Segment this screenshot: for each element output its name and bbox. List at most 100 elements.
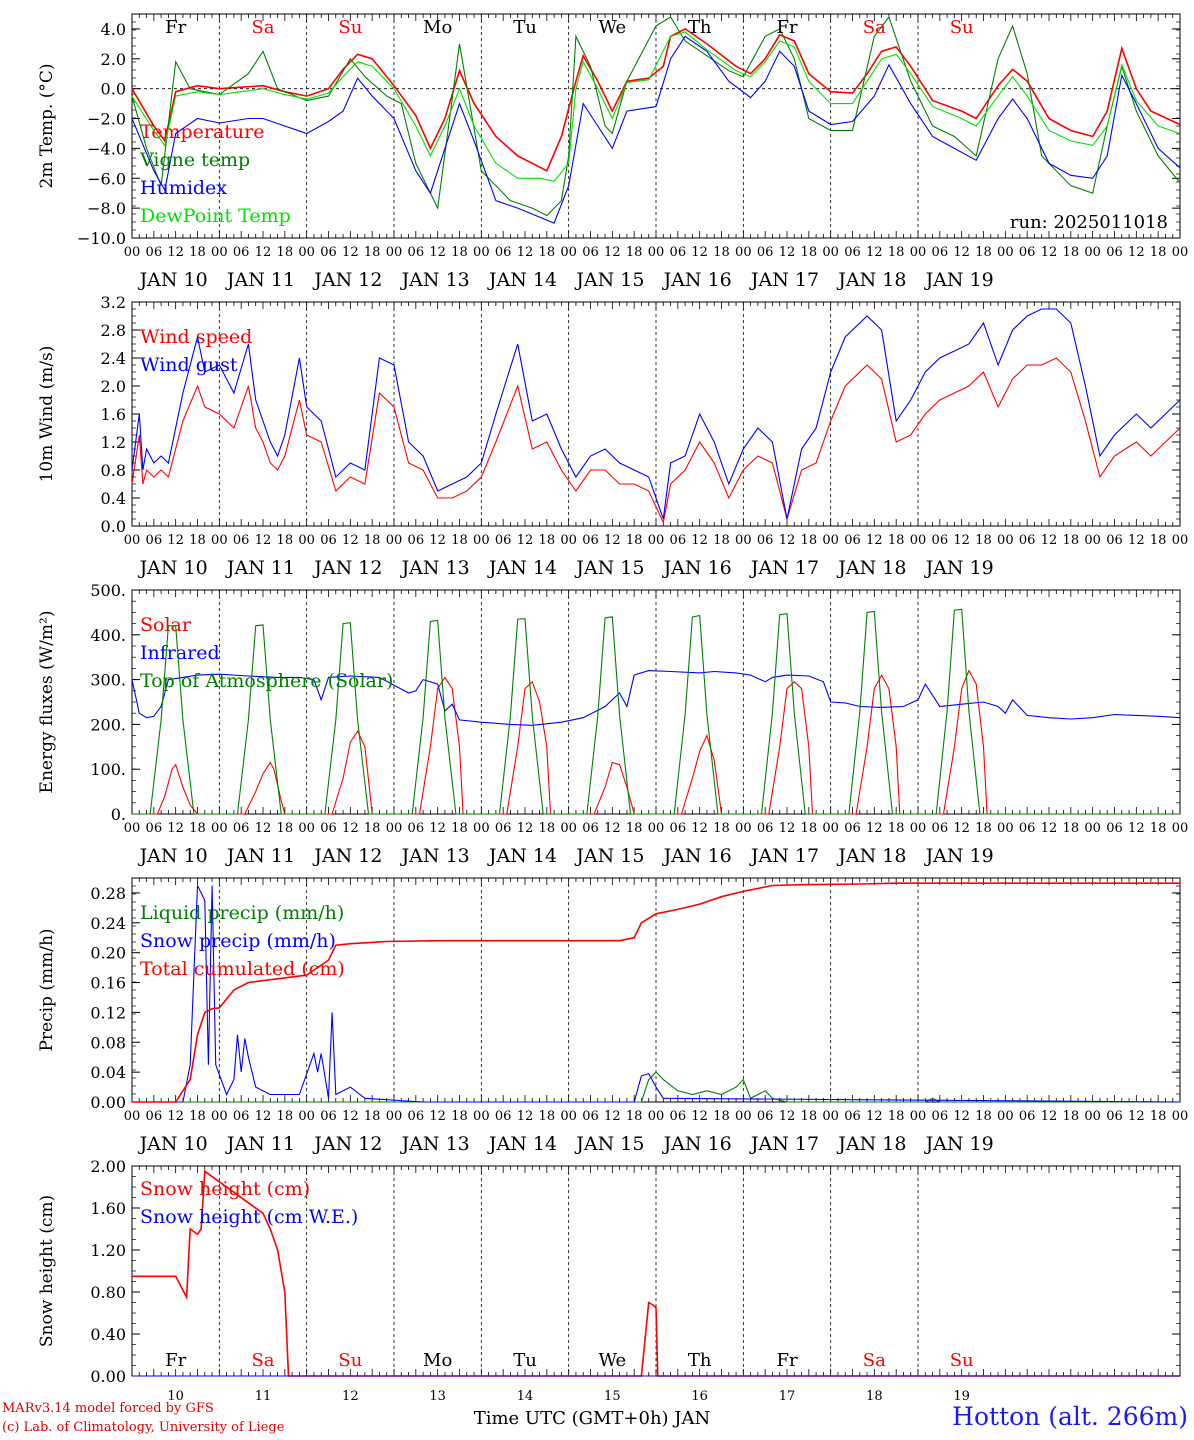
day-number: 10: [167, 1389, 184, 1404]
hour-label: 12: [517, 821, 534, 836]
hour-label: 18: [277, 533, 294, 548]
hour-label: 00: [124, 245, 141, 260]
hour-label: 00: [648, 821, 665, 836]
hour-label: 18: [626, 1109, 643, 1124]
hour-label: 00: [386, 821, 403, 836]
hour-label: 00: [735, 533, 752, 548]
y-tick-label: 1.6: [101, 405, 126, 424]
hour-label: 00: [211, 1109, 228, 1124]
hour-label: 06: [495, 1109, 512, 1124]
hour-label: 00: [822, 533, 839, 548]
day-label: JAN 19: [924, 1133, 994, 1155]
hour-label: 00: [473, 821, 490, 836]
hour-label: 00: [473, 1109, 490, 1124]
hour-label: 00: [1084, 533, 1101, 548]
legend-entry: DewPoint Temp: [140, 205, 291, 227]
day-label: JAN 14: [487, 1133, 557, 1155]
hour-label: 06: [670, 821, 687, 836]
hour-label: 18: [539, 821, 556, 836]
hour-label: 18: [277, 245, 294, 260]
hour-label: 12: [342, 821, 359, 836]
weekday-label: Su: [950, 17, 974, 38]
hour-label: 18: [713, 821, 730, 836]
hour-label: 00: [648, 533, 665, 548]
hour-label: 18: [1063, 533, 1080, 548]
hour-label: 12: [866, 245, 883, 260]
hour-label: 00: [298, 245, 315, 260]
hour-label: 00: [910, 245, 927, 260]
hour-label: 12: [1041, 821, 1058, 836]
day-label: JAN 17: [749, 845, 819, 867]
series-line: [131, 670, 1181, 726]
weekday-label: Sa: [863, 17, 886, 38]
hour-label: 18: [364, 245, 381, 260]
y-tick-label: 0.28: [90, 884, 126, 903]
legend-entry: Temperature: [140, 121, 264, 143]
hour-label: 12: [517, 245, 534, 260]
hour-label: 00: [822, 821, 839, 836]
hour-label: 00: [735, 821, 752, 836]
hour-label: 18: [277, 1109, 294, 1124]
day-number: 13: [429, 1389, 446, 1404]
hour-label: 12: [167, 1109, 184, 1124]
y-tick-label: 0.24: [90, 914, 126, 933]
day-number: 11: [255, 1389, 272, 1404]
hour-label: 18: [1150, 245, 1167, 260]
y-tick-label: 2.8: [101, 321, 126, 340]
weekday-label: Th: [688, 17, 712, 38]
series-line: [132, 608, 1180, 815]
hour-label: 00: [211, 245, 228, 260]
hour-label: 06: [757, 821, 774, 836]
hour-label: 12: [1041, 533, 1058, 548]
hour-label: 12: [1128, 821, 1145, 836]
day-number: 15: [604, 1389, 621, 1404]
hour-label: 12: [866, 1109, 883, 1124]
day-label: JAN 14: [487, 269, 557, 291]
hour-label: 18: [539, 245, 556, 260]
y-axis-label: Energy fluxes (W/m²): [37, 611, 57, 794]
run-annotation: run: 2025011018: [1010, 212, 1168, 233]
y-tick-label: 2.0: [101, 377, 126, 396]
hour-label: 12: [779, 533, 796, 548]
series-line: [131, 357, 1181, 525]
hour-label: 12: [866, 821, 883, 836]
day-label: JAN 16: [662, 269, 732, 291]
day-label: JAN 18: [836, 845, 906, 867]
day-number: 16: [691, 1389, 708, 1404]
y-tick-label: 300.: [90, 671, 126, 690]
hour-label: 18: [713, 533, 730, 548]
hour-label: 00: [735, 245, 752, 260]
hour-label: 00: [997, 533, 1014, 548]
hour-label: 06: [582, 1109, 599, 1124]
hour-label: 18: [975, 1109, 992, 1124]
hour-label: 00: [1172, 533, 1189, 548]
weekday-label: Su: [950, 1350, 974, 1371]
legend-entry: Infrared: [140, 642, 220, 664]
y-tick-label: 0.0: [101, 517, 126, 536]
hour-label: 18: [451, 245, 468, 260]
hour-label: 00: [560, 1109, 577, 1124]
hour-label: 12: [866, 533, 883, 548]
series-line: [132, 885, 1181, 1103]
weekday-label: We: [598, 17, 626, 38]
weekday-label: Su: [338, 17, 362, 38]
hour-label: 18: [975, 821, 992, 836]
y-tick-label: 0.20: [90, 944, 126, 963]
hour-label: 00: [124, 1109, 141, 1124]
hour-label: 12: [517, 1109, 534, 1124]
day-number: 14: [517, 1389, 534, 1404]
weekday-label: Tu: [513, 17, 537, 38]
hour-label: 00: [1172, 821, 1189, 836]
hour-label: 00: [648, 1109, 665, 1124]
day-label: JAN 16: [662, 845, 732, 867]
hour-label: 18: [713, 245, 730, 260]
y-tick-label: −4.0: [87, 139, 126, 158]
hour-label: 18: [1150, 533, 1167, 548]
hour-label: 06: [408, 245, 425, 260]
hour-label: 12: [953, 1109, 970, 1124]
hour-label: 06: [146, 533, 163, 548]
hour-label: 12: [604, 533, 621, 548]
day-label: JAN 15: [574, 269, 644, 291]
day-label: JAN 18: [836, 269, 906, 291]
hour-label: 06: [670, 1109, 687, 1124]
